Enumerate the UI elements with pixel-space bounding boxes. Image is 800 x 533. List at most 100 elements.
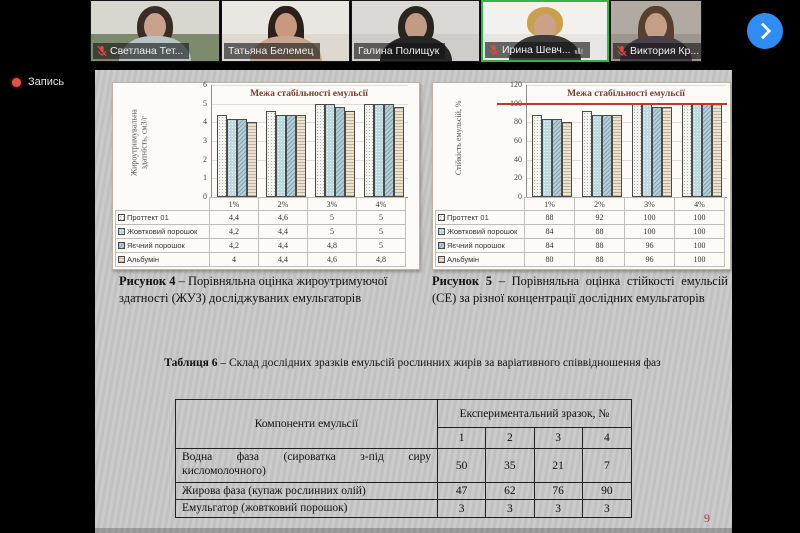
series-name: Яєчний порошок bbox=[127, 241, 185, 250]
participant-video[interactable]: Светлана Тет... bbox=[90, 0, 220, 62]
chart-gridline bbox=[212, 122, 408, 124]
bottom-edge-shade bbox=[0, 528, 800, 533]
figure-label: Рисунок 4 bbox=[119, 274, 176, 288]
chart-bar bbox=[642, 103, 652, 197]
shared-screen-slide: Межа стабільності емульсії Жироутримуваль… bbox=[95, 70, 732, 533]
chart-data-table-cell: 5 bbox=[356, 224, 405, 238]
table-cell: 76 bbox=[534, 483, 583, 500]
chart-plot-area bbox=[211, 85, 408, 198]
participant-video[interactable]: Ирина Шевч... bbox=[481, 0, 609, 62]
chart-bar bbox=[236, 118, 247, 197]
participant-nameplate: Виктория Кр... bbox=[613, 43, 701, 59]
chart-bar bbox=[295, 114, 306, 197]
chart-bar bbox=[285, 114, 296, 197]
series-name-cell: Проттект 01 bbox=[115, 210, 209, 224]
chart-bar bbox=[532, 114, 542, 197]
chart-bar bbox=[602, 114, 612, 197]
chart-data-table-cell: 4,4 bbox=[258, 252, 307, 266]
chart-bar bbox=[702, 103, 712, 197]
series-name-cell: Альбумін bbox=[435, 252, 524, 266]
chart-data-table-cell: 88 bbox=[574, 224, 624, 238]
legend-swatch bbox=[438, 242, 445, 249]
sample-number-cell: 1 bbox=[438, 428, 487, 449]
series-name-cell: Яєчний порошок bbox=[115, 238, 209, 252]
series-name-cell: Жовтковий порошок bbox=[115, 224, 209, 238]
chart-data-table-cell: 4,6 bbox=[258, 210, 307, 224]
table-row-label: Водна фаза (сироватка з-під сиру кисломо… bbox=[176, 449, 438, 483]
participant-video[interactable]: Татьяна Белемец bbox=[221, 0, 350, 62]
chart-data-table-cell: 84 bbox=[524, 238, 574, 252]
y-axis-label: Стійкість емульсій, % bbox=[454, 100, 464, 176]
chart-plot-area bbox=[497, 85, 727, 198]
muted-mic-icon bbox=[617, 45, 627, 57]
series-name: Жовтковий порошок bbox=[447, 227, 518, 236]
legend-swatch bbox=[118, 214, 125, 221]
legend-swatch bbox=[438, 228, 445, 235]
figure-caption-text: – Порівняльна оцінка жироутримуючої здат… bbox=[119, 274, 388, 305]
chart-data-table-cell: 88 bbox=[574, 238, 624, 252]
recording-dot-icon bbox=[12, 77, 21, 87]
table-header-cell: Компоненти емульсії bbox=[176, 400, 438, 449]
chart-data-table-cell: 100 bbox=[624, 210, 674, 224]
x-category-label: 3% bbox=[624, 197, 674, 210]
legend-swatch bbox=[118, 242, 125, 249]
participant-nameplate: Светлана Тет... bbox=[93, 43, 190, 59]
chart-data-table-cell: 88 bbox=[524, 210, 574, 224]
figure-caption: Рисунок 5 – Порівняльна оцінка стійкості… bbox=[432, 273, 728, 306]
chart-gridline bbox=[212, 103, 408, 105]
y-tick-label: 40 bbox=[514, 154, 522, 164]
table-header-cell: Експериментальний зразок, № bbox=[438, 400, 631, 428]
chart-gridline bbox=[527, 141, 727, 142]
chart-data-table-cell: 100 bbox=[674, 210, 724, 224]
chevron-right-icon bbox=[754, 22, 772, 40]
chart-bar bbox=[562, 122, 572, 197]
participant-video[interactable]: Виктория Кр... bbox=[610, 0, 702, 62]
table-cell: 21 bbox=[534, 449, 583, 483]
muted-mic-icon bbox=[489, 44, 499, 56]
y-tick-label: 2 bbox=[203, 154, 207, 164]
table6-title-text: – Склад дослідних зразків емульсій росли… bbox=[217, 357, 661, 369]
participant-nameplate: Галина Полищук bbox=[354, 43, 446, 59]
chart-bar bbox=[552, 118, 562, 197]
table-cell: 50 bbox=[438, 449, 487, 483]
table-cell: 90 bbox=[582, 483, 631, 500]
table-cell: 62 bbox=[486, 483, 535, 500]
chart-gridline bbox=[527, 85, 727, 86]
participant-face bbox=[404, 13, 427, 40]
chart-emulsion-stability: Межа стабільності емульсії Стійкість емул… bbox=[432, 80, 731, 270]
participant-name: Татьяна Белемец bbox=[228, 45, 314, 57]
series-name-cell: Яєчний порошок bbox=[435, 238, 524, 252]
chart-data-table-cell: 4,4 bbox=[258, 224, 307, 238]
chart-bar bbox=[363, 103, 374, 197]
y-tick-label: 5 bbox=[203, 98, 207, 108]
chart-gridline bbox=[212, 178, 408, 180]
series-name: Проттект 01 bbox=[127, 213, 169, 222]
y-tick-label: 1 bbox=[203, 173, 207, 183]
y-tick-label: 3 bbox=[203, 136, 207, 145]
participant-name: Ирина Шевч... bbox=[502, 44, 571, 56]
chart-bar bbox=[383, 103, 394, 197]
table-row-label: Жирова фаза (купаж рослинних олій) bbox=[176, 483, 438, 500]
table-cell: 3 bbox=[486, 500, 535, 517]
muted-mic-icon bbox=[97, 45, 107, 57]
series-name: Проттект 01 bbox=[447, 213, 489, 222]
participant-video[interactable]: Галина Полищук bbox=[351, 0, 480, 62]
y-tick-label: 20 bbox=[514, 173, 522, 183]
next-participants-button[interactable] bbox=[747, 13, 783, 49]
participant-name: Галина Полищук bbox=[358, 45, 440, 57]
table-cell: 3 bbox=[535, 500, 583, 517]
figure-caption-text: – Порівняльна оцінка стійкості емульсій … bbox=[432, 274, 728, 305]
series-name-cell: Жовтковий порошок bbox=[435, 224, 524, 238]
y-tick-label: 6 bbox=[203, 80, 207, 89]
chart-data-table-cell: 100 bbox=[674, 252, 724, 266]
table6-title: Таблиця 6 – Склад дослідних зразків емул… bbox=[135, 355, 690, 371]
chart-data-table-cell: 5 bbox=[356, 238, 405, 252]
x-category-label: 2% bbox=[574, 197, 624, 210]
chart-data-table-cell: 4,6 bbox=[307, 252, 356, 266]
chart-bar bbox=[662, 107, 672, 197]
figure-label: Рисунок 5 bbox=[432, 274, 493, 288]
participant-face bbox=[274, 13, 297, 40]
chart-data-table-cell: 84 bbox=[524, 224, 574, 238]
y-tick-label: 120 bbox=[510, 80, 522, 89]
